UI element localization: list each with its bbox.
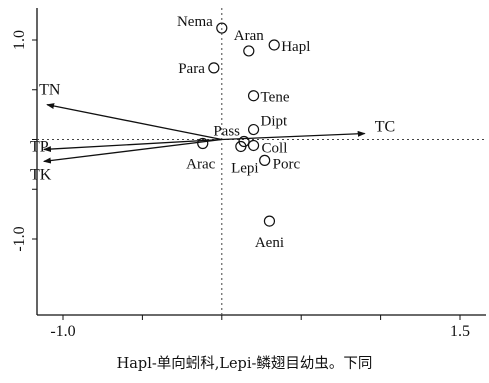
point-label-nema: Nema [177, 14, 213, 30]
point-label-tene: Tene [261, 90, 290, 106]
point-porc [259, 154, 271, 166]
arrow-tp [42, 138, 222, 153]
figure-caption: Hapl-单向蚓科,Lepi-鳞翅目幼虫。下同 [116, 356, 373, 372]
point-para [208, 62, 220, 74]
y-tick-label: -1.0 [11, 226, 28, 251]
point-hapl [268, 39, 280, 51]
arrow-label-tn: TN [39, 82, 61, 99]
point-label-coll: Coll [262, 140, 288, 156]
point-coll [247, 139, 260, 152]
x-tick-label: 1.5 [450, 323, 470, 340]
point-label-aeni: Aeni [255, 235, 284, 251]
arrow-tn [46, 103, 222, 141]
y-tick-label: 1.0 [11, 30, 28, 50]
arrow-label-tp: TP [30, 138, 49, 155]
point-arac [197, 137, 209, 150]
point-label-hapl: Hapl [281, 39, 310, 55]
point-label-arac: Arac [186, 156, 215, 172]
point-aran [243, 45, 255, 57]
arrow-label-tk: TK [30, 166, 52, 183]
point-label-dipt: Dipt [261, 114, 289, 130]
point-nema [216, 22, 228, 34]
arrow-tc [221, 130, 366, 141]
point-lepi [235, 140, 247, 153]
point-dipt [247, 123, 260, 136]
point-label-para: Para [178, 61, 205, 77]
point-aeni [263, 215, 276, 227]
point-label-lepi: Lepi [231, 160, 259, 176]
point-label-aran: Aran [234, 28, 264, 44]
point-tene [247, 90, 260, 102]
arrow-label-tc: TC [375, 119, 395, 136]
point-label-pass: Pass [213, 123, 240, 139]
point-label-porc: Porc [273, 156, 301, 172]
arrow-tk [42, 138, 222, 164]
x-tick-label: -1.0 [50, 323, 75, 340]
